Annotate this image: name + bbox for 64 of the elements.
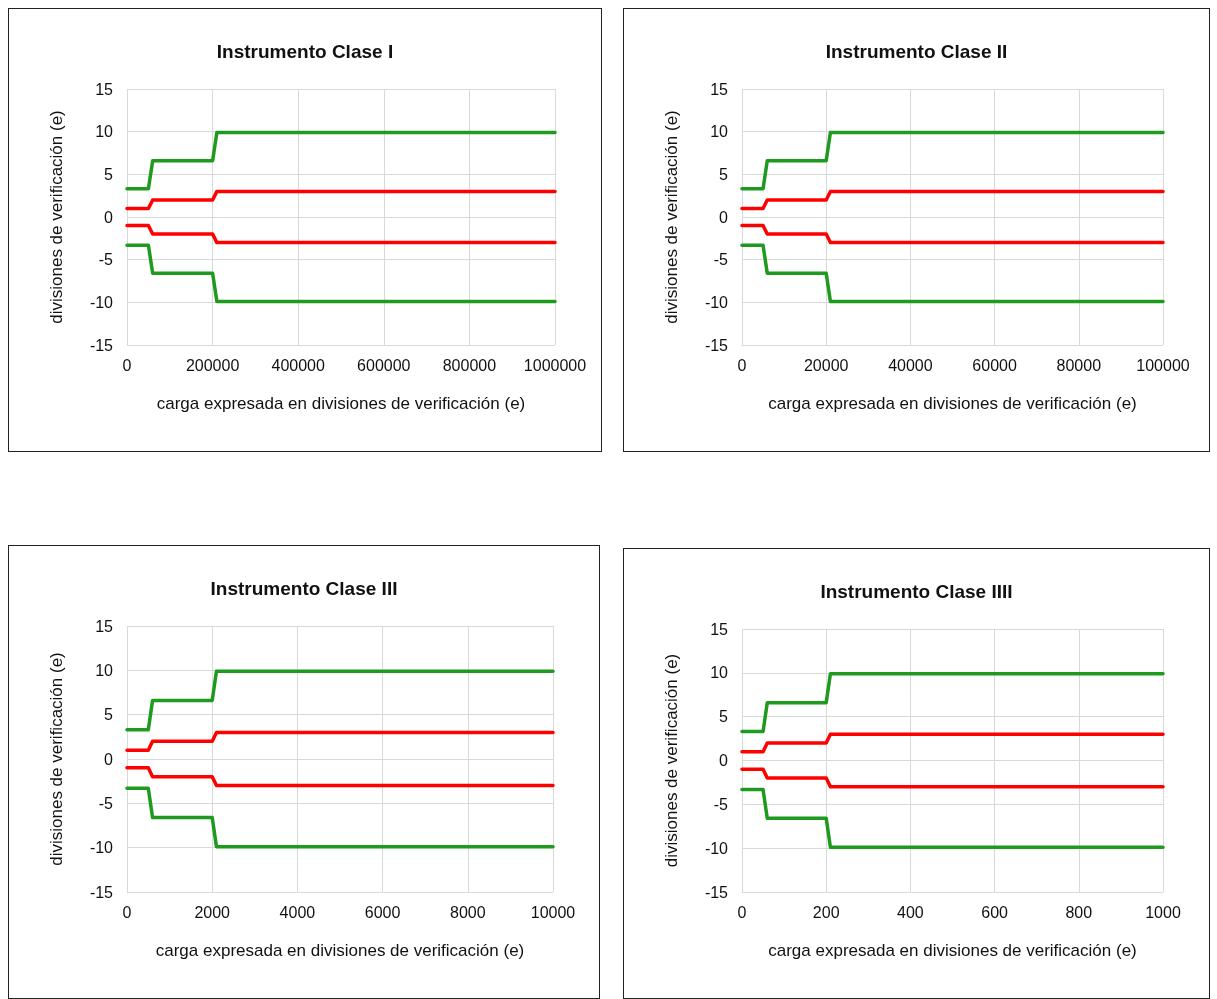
y-tick-label: -5: [713, 795, 729, 813]
y-tick-label: 10: [710, 123, 729, 141]
x-tick-label: 0: [122, 903, 132, 921]
y-tick-label: 10: [710, 664, 729, 682]
chart-title: Instrumento Clase III: [210, 578, 398, 599]
y-tick-label: -10: [89, 839, 114, 857]
chart-title: Instrumento Clase I: [216, 41, 394, 62]
x-tick-label: 400: [897, 903, 924, 921]
y-axis-title: divisiones de verificación (e): [662, 110, 681, 324]
x-axis-title: carga expresada en divisiones de verificación (e): [156, 394, 526, 413]
y-tick-label: -10: [704, 839, 729, 857]
y-tick-label: 0: [719, 752, 729, 769]
y-tick-label: 15: [710, 620, 729, 638]
y-tick-label: 15: [95, 80, 114, 98]
y-tick-label: 10: [95, 123, 114, 141]
x-tick-label: 0: [737, 356, 747, 374]
y-tick-label: 15: [95, 617, 114, 635]
y-tick-label: -10: [704, 293, 729, 311]
x-tick-label: 1000: [1145, 903, 1181, 921]
y-tick-label: -5: [713, 251, 729, 269]
y-tick-label: 0: [104, 208, 114, 226]
y-tick-label: 5: [104, 165, 114, 183]
x-tick-label: 600000: [357, 356, 411, 374]
x-tick-label: 400000: [271, 356, 325, 374]
x-tick-label: 2000: [194, 903, 231, 921]
x-tick-label: 40000: [888, 356, 933, 374]
x-tick-label: 20000: [803, 356, 849, 374]
chart-title: Instrumento Clase II: [825, 41, 1008, 62]
y-axis-title: divisiones de verificación (e): [47, 110, 66, 324]
y-tick-label: 5: [104, 706, 114, 724]
x-axis-title: carga expresada en divisiones de verificación (e): [768, 941, 1137, 960]
x-tick-label: 1000000: [523, 356, 587, 374]
y-tick-label: 5: [719, 165, 729, 183]
y-tick-label: 0: [104, 750, 114, 768]
y-tick-label: 5: [719, 708, 729, 726]
x-axis-title: carga expresada en divisiones de verificación (e): [768, 394, 1137, 413]
x-tick-label: 800000: [442, 356, 497, 374]
y-tick-label: 0: [719, 208, 729, 226]
x-tick-label: 60000: [972, 356, 1017, 374]
y-tick-label: -15: [704, 336, 729, 354]
x-tick-label: 80000: [1056, 356, 1102, 374]
x-tick-label: 600: [981, 903, 1009, 921]
x-tick-label: 4000: [279, 903, 316, 921]
x-axis-title: carga expresada en divisiones de verificación (e): [155, 941, 525, 960]
y-tick-label: -15: [89, 336, 114, 354]
x-tick-label: 100000: [1136, 356, 1190, 374]
y-tick-label: -5: [98, 794, 114, 812]
chart-title: Instrumento Clase IIII: [820, 581, 1013, 602]
y-tick-label: -5: [98, 251, 114, 269]
x-tick-label: 8000: [450, 903, 486, 921]
y-tick-label: 10: [95, 661, 114, 679]
y-tick-label: -10: [89, 293, 114, 311]
x-tick-label: 800: [1065, 903, 1093, 921]
x-tick-label: 200: [812, 903, 840, 921]
y-tick-label: -15: [704, 883, 729, 901]
x-tick-label: 0: [737, 903, 747, 921]
y-tick-label: 15: [710, 80, 729, 98]
x-tick-label: 0: [122, 356, 132, 374]
y-axis-title: divisiones de verificación (e): [662, 653, 681, 868]
y-axis-title: divisiones de verificación (e): [47, 652, 66, 866]
x-tick-label: 6000: [364, 903, 401, 921]
y-tick-label: -15: [89, 883, 114, 901]
x-tick-label: 200000: [185, 356, 240, 374]
x-tick-label: 10000: [530, 903, 576, 921]
